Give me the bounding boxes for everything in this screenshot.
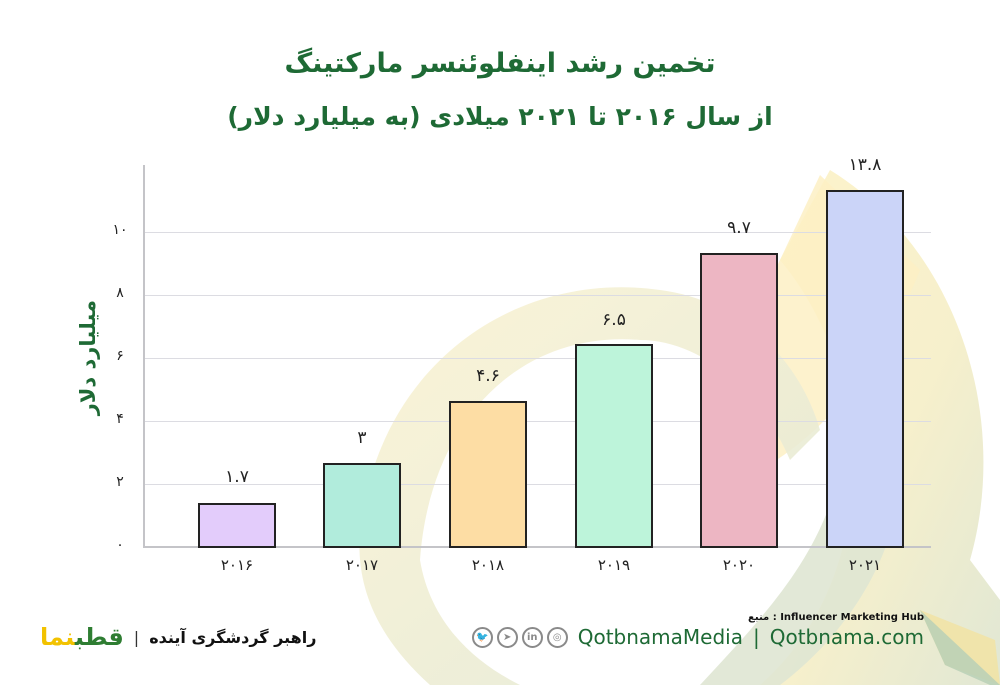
bar-2016 [198, 503, 276, 548]
chart-subtitle: از سال ۲۰۱۶ تا ۲۰۲۱ میلادی (به میلیارد د… [227, 102, 773, 131]
y-tick-10: ۱۰ [112, 222, 128, 238]
bar-2020 [700, 253, 778, 548]
gridline-4 [145, 421, 931, 422]
y-axis-line [143, 165, 145, 548]
instagram-icon[interactable]: ◎ [546, 626, 568, 648]
brand-footer: قطبنما | راهبر گردشگری آینده [40, 622, 316, 652]
website-link[interactable]: Qotbnama.com [769, 625, 924, 649]
y-tick-2: ۲ [116, 474, 124, 490]
value-label-2017: ۳ [357, 428, 367, 448]
brand-logo[interactable]: قطبنما [40, 622, 124, 652]
y-axis-title: میلیارد دلار [76, 300, 100, 416]
y-tick-8: ۸ [116, 285, 124, 301]
x-label-2019: ۲۰۱۹ [597, 556, 631, 574]
gridline-8 [145, 295, 931, 296]
brand-tagline: راهبر گردشگری آینده [149, 627, 317, 647]
x-axis-line [143, 546, 931, 548]
x-label-2018: ۲۰۱۸ [471, 556, 505, 574]
social-handle[interactable]: QotbnamaMedia [577, 625, 743, 649]
y-tick-0: ۰ [116, 537, 124, 553]
logo-part-green: قطب [74, 623, 124, 651]
bar-2017 [323, 463, 401, 548]
value-label-2020: ۹.۷ [727, 218, 751, 238]
x-label-2020: ۲۰۲۰ [722, 556, 756, 574]
footer-pipe: | [752, 625, 760, 649]
source-credit: منبع : Influencer Marketing Hub [748, 612, 924, 623]
gridline-6 [145, 358, 931, 359]
telegram-icon[interactable]: ➤ [496, 626, 518, 648]
bar-2018 [449, 401, 527, 548]
value-label-2018: ۴.۶ [476, 366, 500, 386]
bar-2019 [575, 344, 653, 548]
logo-part-yellow: نما [40, 623, 75, 651]
chart-title: تخمین رشد اینفلوئنسر مارکتینگ [284, 48, 716, 79]
gridline-2 [145, 484, 931, 485]
y-tick-6: ۶ [116, 348, 124, 364]
social-links: 🐦 ➤ in ◎ QotbnamaMedia | Qotbnama.com [471, 625, 924, 649]
source-footer: منبع : Influencer Marketing Hub 🐦 ➤ in ◎… [471, 612, 924, 649]
brand-separator: | [133, 627, 140, 647]
gridline-10 [145, 232, 931, 233]
x-label-2021: ۲۰۲۱ [848, 556, 882, 574]
value-label-2019: ۶.۵ [602, 310, 626, 330]
y-tick-4: ۴ [116, 411, 124, 427]
x-label-2017: ۲۰۱۷ [345, 556, 379, 574]
x-label-2016: ۲۰۱۶ [220, 556, 254, 574]
bar-2021 [826, 190, 904, 548]
linkedin-icon[interactable]: in [521, 626, 543, 648]
value-label-2016: ۱.۷ [225, 467, 249, 487]
twitter-icon[interactable]: 🐦 [471, 626, 493, 648]
value-label-2021: ۱۳.۸ [848, 155, 882, 175]
